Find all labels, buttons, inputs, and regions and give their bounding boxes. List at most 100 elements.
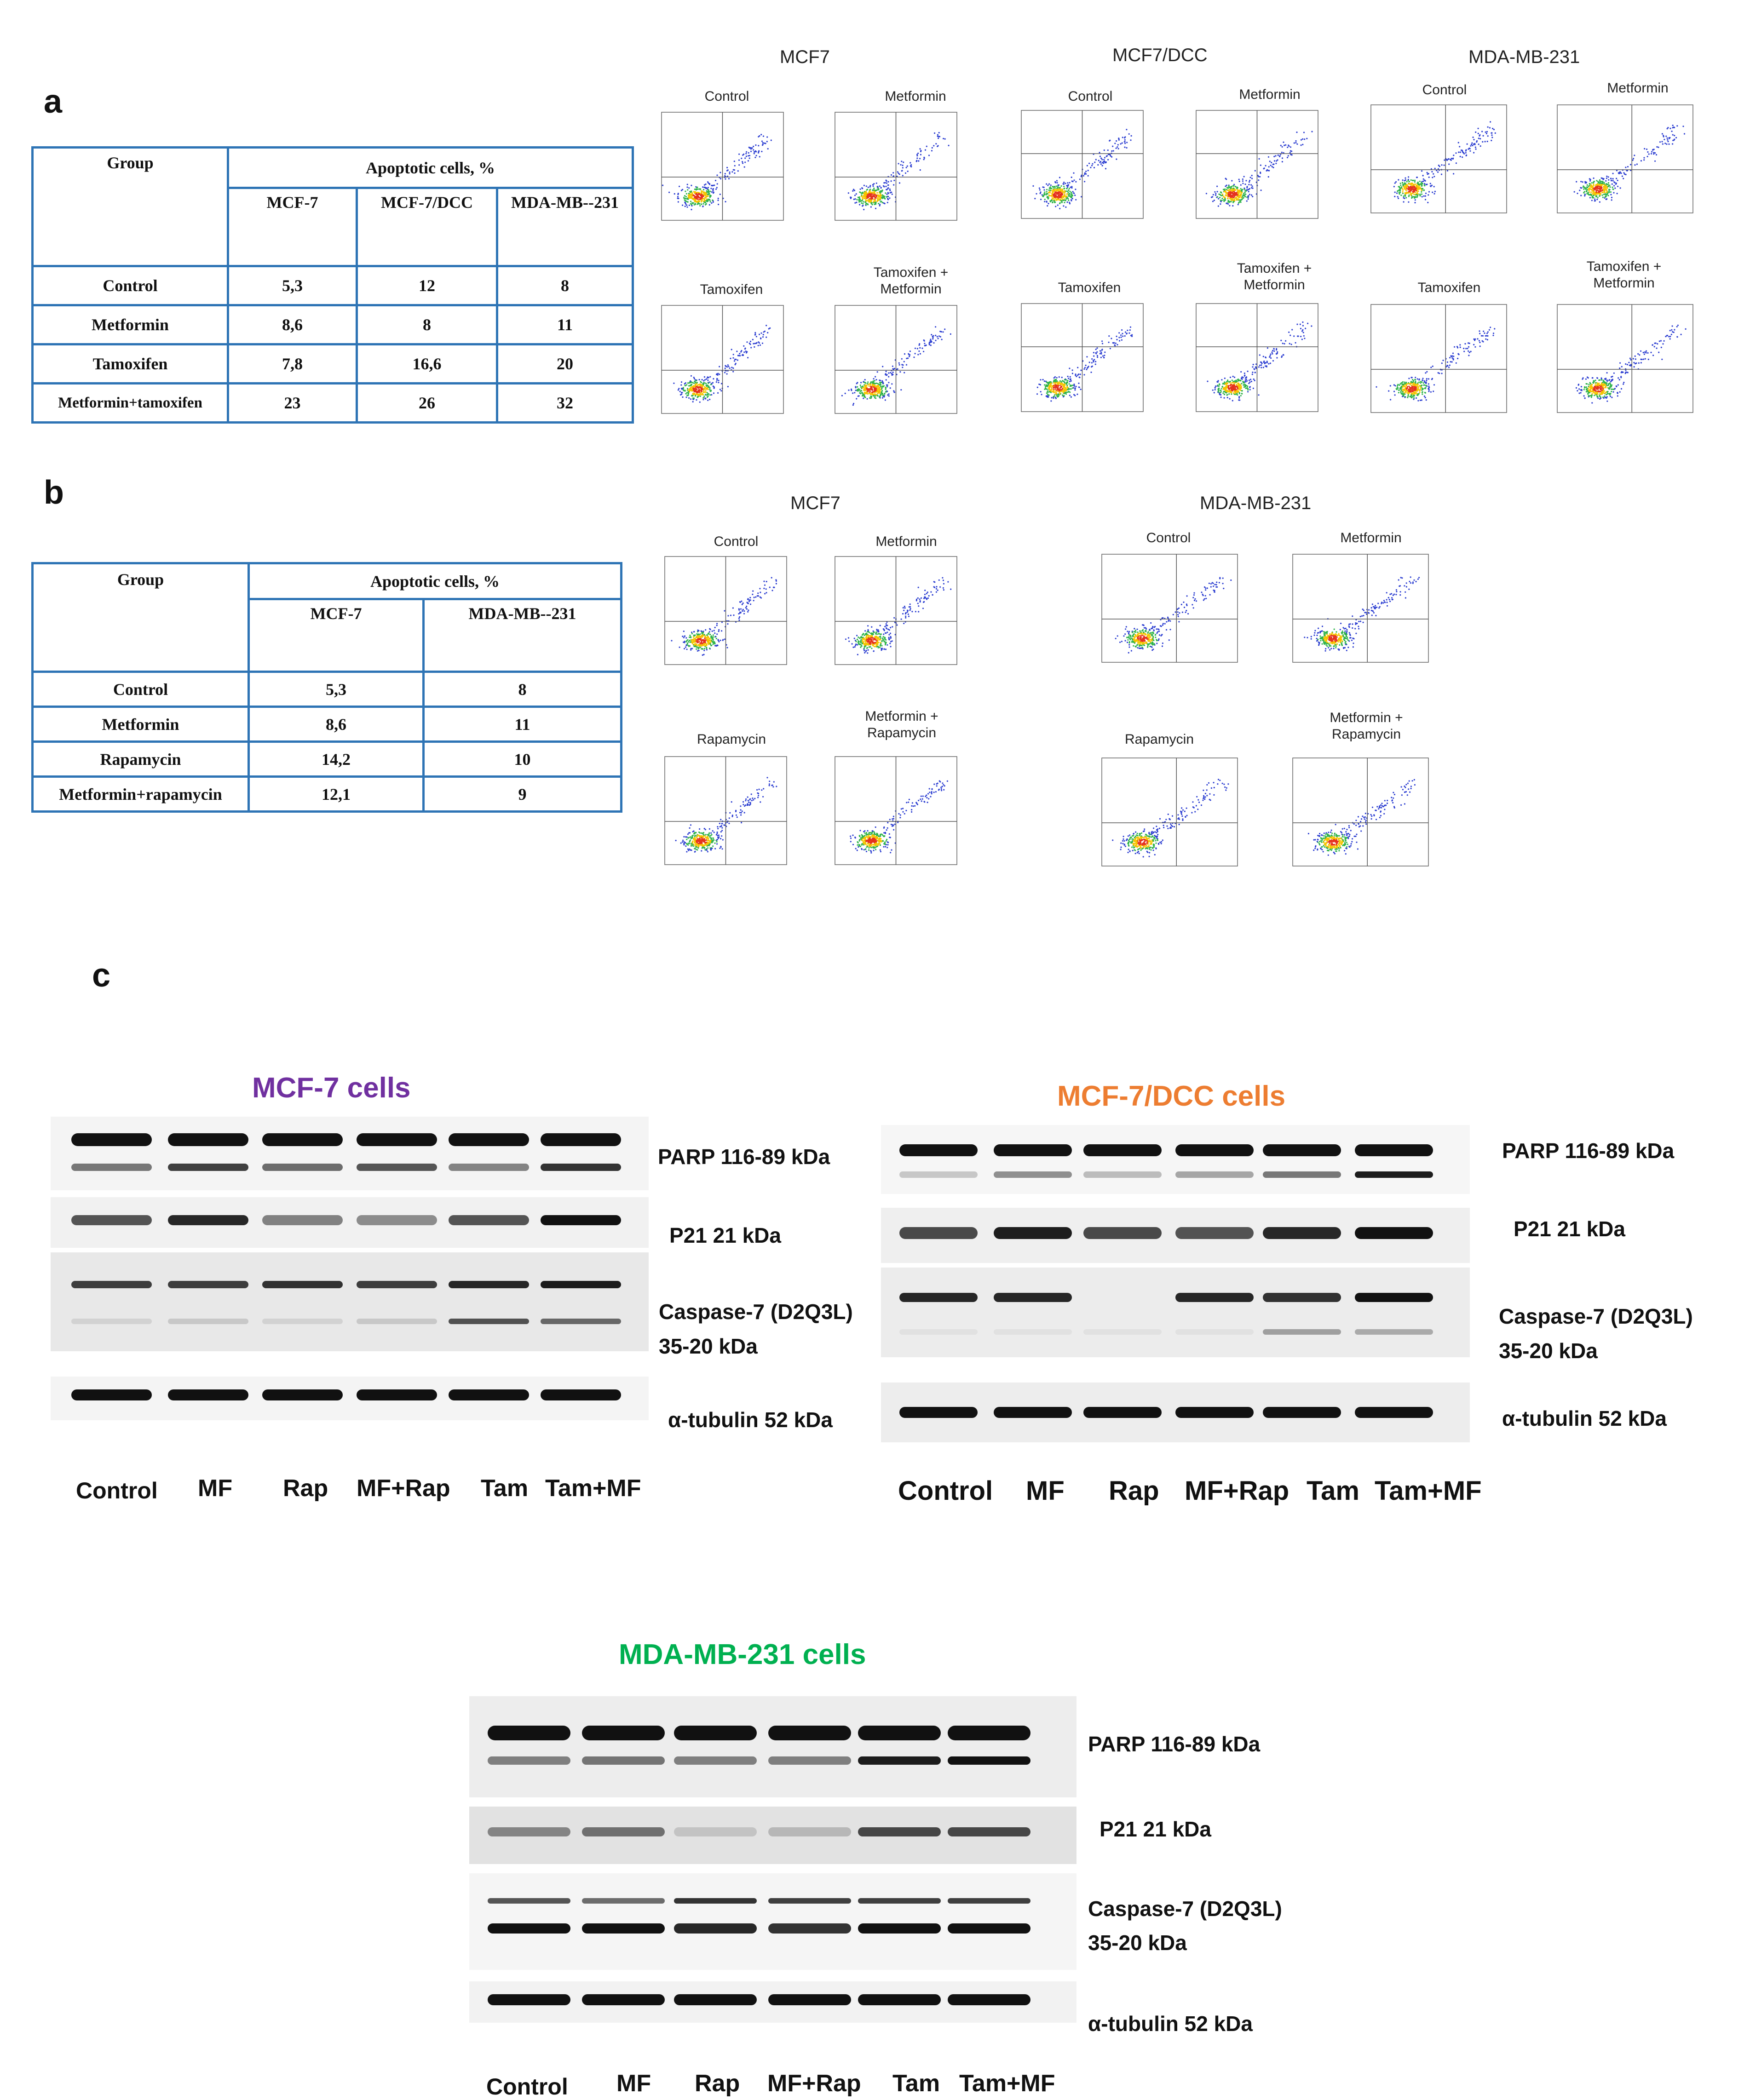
column-header: MDA-MB--231 — [424, 599, 622, 672]
flow-cytometry-plot — [1357, 300, 1514, 429]
blot-title: MCF-7/DCC cells — [1057, 1080, 1285, 1113]
cell-value: 5,3 — [249, 672, 424, 707]
cell-line-title: MCF7 — [780, 47, 830, 68]
cell-value: 8,6 — [228, 305, 357, 344]
lane-label: MF — [198, 1475, 232, 1502]
apoptotic-header: Apoptotic cells, % — [228, 148, 633, 188]
cell-value: 7,8 — [228, 344, 357, 384]
plot-label: Tamoxifen + Metformin — [1555, 258, 1693, 292]
flow-cytometry-plot — [821, 108, 964, 236]
plot-label: Tamoxifen — [1380, 280, 1518, 296]
marker-label: 35-20 kDa — [1499, 1336, 1598, 1366]
table-row: Metformin+tamoxifen 23 26 32 — [33, 384, 633, 423]
marker-label: α-tubulin 52 kDa — [668, 1405, 833, 1434]
cell-value: 14,2 — [249, 742, 424, 777]
cell-value: 8 — [357, 305, 497, 344]
flow-cytometry-plot — [821, 752, 964, 881]
plot-label: Control — [1380, 82, 1509, 98]
column-header: MCF-7 — [228, 188, 357, 266]
lane-label: Rap — [1109, 1475, 1159, 1506]
plot-label: Control — [672, 534, 800, 550]
lane-label: Tam — [1307, 1475, 1359, 1506]
row-group: Metformin — [33, 707, 249, 742]
lane-label: Rap — [283, 1475, 328, 1502]
row-group: Rapamycin — [33, 742, 249, 777]
lane-label: MF — [1026, 1475, 1065, 1506]
marker-label: α-tubulin 52 kDa — [1088, 2009, 1253, 2038]
flow-cytometry-plot — [1182, 299, 1325, 428]
flow-cytometry-plot — [1279, 550, 1435, 678]
cell-line-title: MDA-MB-231 — [1200, 493, 1311, 514]
cell-value: 32 — [497, 384, 633, 423]
flow-cytometry-plot — [651, 552, 794, 681]
plot-label: Control — [662, 88, 791, 105]
marker-label: PARP 116-89 kDa — [658, 1142, 830, 1171]
blot-title: MDA-MB-231 cells — [619, 1638, 866, 1671]
lane-label: Control — [76, 1477, 158, 1504]
marker-label: P21 21 kDa — [669, 1221, 781, 1250]
marker-label: 35-20 kDa — [1088, 1928, 1187, 1957]
cell-value: 11 — [497, 305, 633, 344]
flow-cytometry-plot — [1182, 106, 1325, 235]
flow-cytometry-plot — [648, 108, 790, 236]
row-group: Tamoxifen — [33, 344, 228, 384]
cell-value: 9 — [424, 777, 622, 812]
marker-label: Caspase-7 (D2Q3L) — [1088, 1894, 1282, 1923]
lane-label: MF+Rap — [1185, 1475, 1289, 1506]
flow-cytometry-plot — [1007, 299, 1150, 428]
marker-label: PARP 116-89 kDa — [1088, 1729, 1260, 1759]
table-row: Rapamycin 14,2 10 — [33, 742, 622, 777]
plot-label: Rapamycin — [1090, 731, 1228, 748]
flow-cytometry-plot — [1543, 300, 1700, 429]
plot-label: Control — [1104, 530, 1233, 546]
flow-cytometry-plot — [1357, 100, 1514, 229]
table-row: Control 5,3 12 8 — [33, 266, 633, 305]
table-row: Metformin+rapamycin 12,1 9 — [33, 777, 622, 812]
cell-value: 8 — [497, 266, 633, 305]
lane-label: Tam+MF — [545, 1475, 641, 1502]
marker-label: P21 21 kDa — [1514, 1214, 1625, 1244]
marker-label: PARP 116-89 kDa — [1502, 1136, 1674, 1165]
flow-cytometry-plot — [1279, 753, 1435, 882]
lane-label: Tam — [481, 1475, 528, 1502]
plot-label: Tamoxifen + Metformin — [1205, 260, 1343, 293]
flow-cytometry-plot — [651, 752, 794, 881]
cell-value: 10 — [424, 742, 622, 777]
table-row: Metformin 8,6 8 11 — [33, 305, 633, 344]
plot-label: Metformin — [837, 534, 975, 550]
lane-label: Rap — [695, 2070, 740, 2097]
column-header: MCF-7 — [249, 599, 424, 672]
flow-cytometry-plot — [821, 552, 964, 681]
lane-label: Tam+MF — [959, 2070, 1055, 2097]
lane-label: Control — [486, 2073, 568, 2100]
plot-label: Rapamycin — [662, 731, 800, 748]
lane-label: Tam — [892, 2070, 940, 2097]
marker-label: Caspase-7 (D2Q3L) — [659, 1297, 853, 1326]
cell-line-title: MDA-MB-231 — [1468, 47, 1580, 68]
western-blot — [51, 1117, 649, 1439]
plot-label: Control — [1026, 88, 1155, 105]
marker-label: 35-20 kDa — [659, 1331, 758, 1361]
row-group: Control — [33, 266, 228, 305]
lane-label: MF+Rap — [357, 1475, 450, 1502]
cell-value: 20 — [497, 344, 633, 384]
plot-label: Tamoxifen — [1020, 280, 1158, 296]
flow-cytometry-plot — [648, 301, 790, 430]
western-blot — [469, 1696, 1076, 2027]
panel-a-table: Group Apoptotic cells, % MCF-7 MCF-7/DCC… — [31, 146, 634, 424]
table-row: Tamoxifen 7,8 16,6 20 — [33, 344, 633, 384]
marker-label: α-tubulin 52 kDa — [1502, 1404, 1667, 1433]
marker-label: P21 21 kDa — [1100, 1814, 1211, 1844]
plot-label: Metformin — [837, 88, 994, 105]
cell-value: 12,1 — [249, 777, 424, 812]
lane-label: MF+Rap — [767, 2070, 861, 2097]
table-row: Metformin 8,6 11 — [33, 707, 622, 742]
cell-value: 8,6 — [249, 707, 424, 742]
blot-title: MCF-7 cells — [252, 1072, 411, 1104]
cell-value: 5,3 — [228, 266, 357, 305]
panel-c-letter: c — [92, 957, 110, 994]
column-header: MCF-7/DCC — [357, 188, 497, 266]
flow-cytometry-plot — [1007, 106, 1150, 235]
group-header: Group — [33, 148, 228, 266]
table-row: Control 5,3 8 — [33, 672, 622, 707]
